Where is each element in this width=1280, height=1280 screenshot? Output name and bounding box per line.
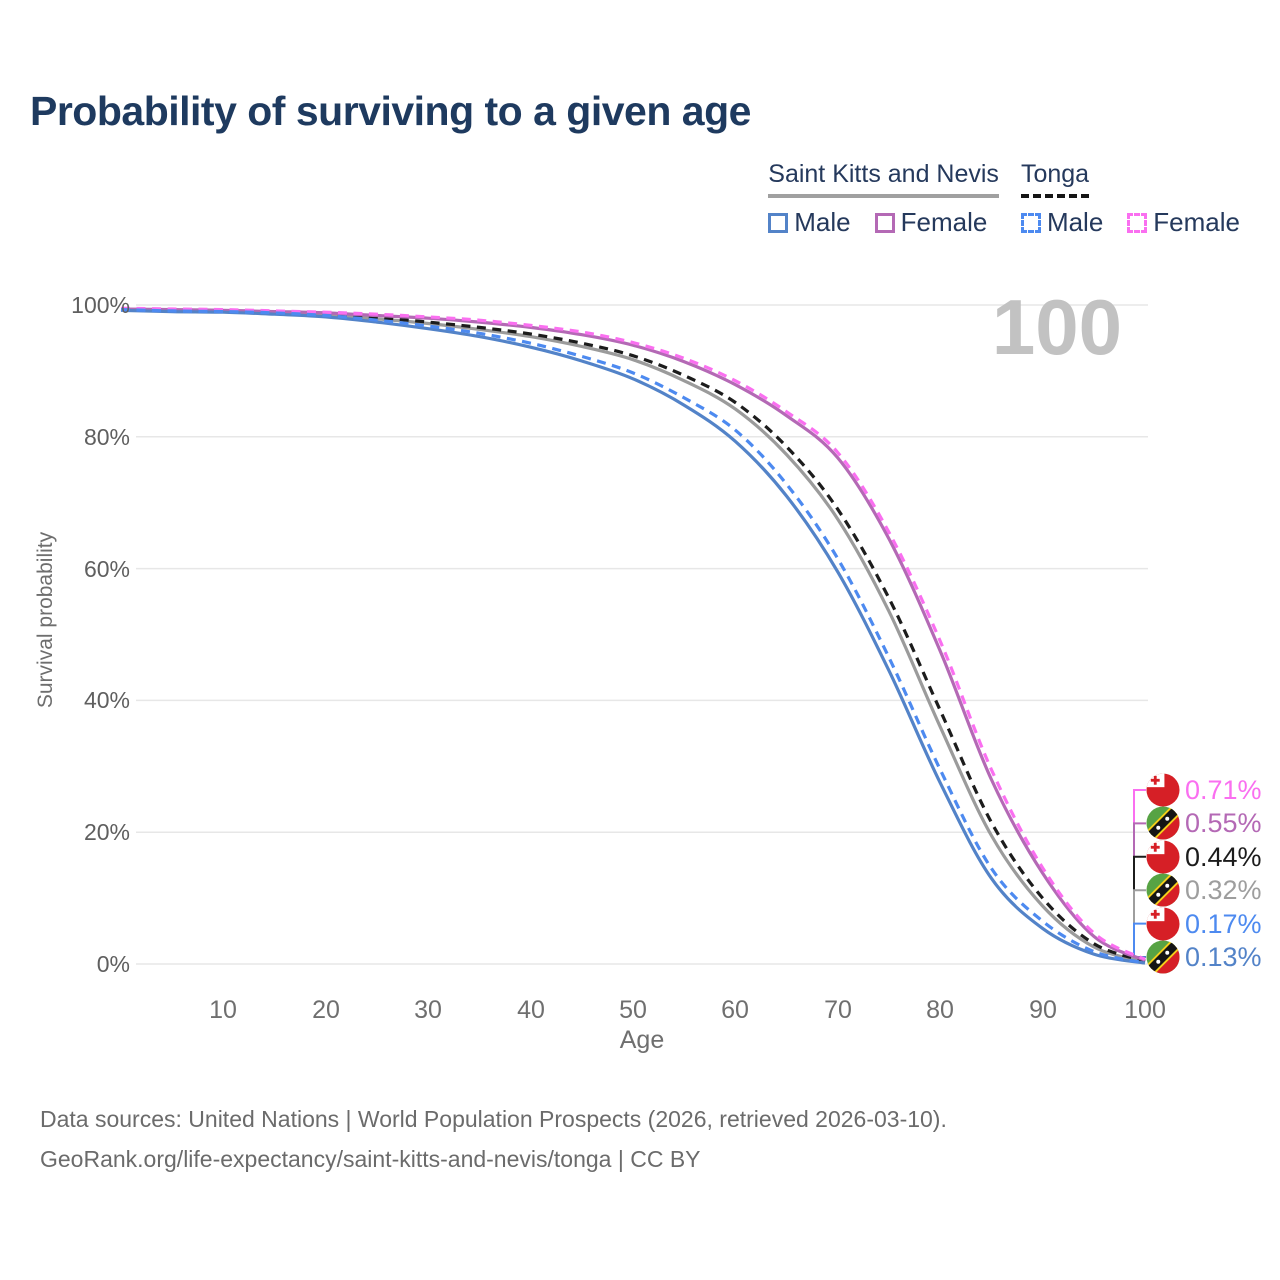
y-tick-label: 60% (83, 556, 130, 582)
end-label-skn-032: 0.32% (1146, 872, 1262, 908)
x-tick-label: 30 (414, 996, 442, 1024)
x-tick-label: 50 (619, 996, 647, 1024)
footer-data-sources: Data sources: United Nations | World Pop… (40, 1106, 947, 1132)
saint-kitts-and-nevis-flag-icon (1146, 806, 1180, 840)
y-tick-label: 100% (71, 292, 130, 318)
x-tick-label: 20 (312, 996, 340, 1024)
curve-skn-male (120, 308, 1146, 965)
x-tick-label: 40 (517, 996, 545, 1024)
legend-item-skn-female[interactable]: Female (874, 207, 988, 238)
end-label-value: 0.17% (1185, 908, 1262, 939)
x-axis-title: Age (619, 1026, 665, 1054)
curve-skn-total (120, 308, 1146, 964)
curve-skn-female (120, 307, 1146, 962)
y-tick-label: 40% (83, 687, 130, 713)
end-label-value: 0.13% (1185, 941, 1262, 972)
saint-kitts-and-nevis-flag-icon (1146, 940, 1180, 974)
legend-header-saint-kitts-and-nevis: Saint Kitts and Nevis (768, 160, 999, 198)
tonga-flag-icon (1146, 840, 1180, 874)
legend: Saint Kitts and Nevis Male Female Tonga … (768, 160, 1240, 238)
y-tick-label: 20% (83, 819, 130, 845)
x-tick-label: 100 (1124, 996, 1166, 1024)
legend-group-saint-kitts-and-nevis: Saint Kitts and Nevis Male Female (768, 160, 999, 238)
end-label-value: 0.71% (1185, 774, 1262, 805)
curve-tonga-male (120, 308, 1146, 965)
tonga-female-swatch-icon (1127, 212, 1148, 233)
skn-male-swatch-icon (768, 212, 789, 233)
tonga-flag-icon (1146, 773, 1180, 807)
legend-item-skn-male[interactable]: Male (768, 207, 851, 238)
y-tick-label: 80% (83, 424, 130, 450)
end-label-value: 0.55% (1185, 807, 1262, 838)
legend-item-label: Female (900, 207, 988, 237)
x-tick-label: 70 (824, 996, 852, 1024)
x-tick-label: 10 (209, 996, 237, 1024)
age-marker-watermark: 100 (991, 283, 1122, 371)
legend-item-tonga-female[interactable]: Female (1127, 207, 1240, 238)
curve-tonga-total (120, 307, 1146, 963)
legend-item-label: Male (794, 207, 851, 237)
end-label-skn-055: 0.55% (1146, 805, 1262, 841)
end-label-value: 0.44% (1185, 841, 1262, 872)
end-label-tonga-017: 0.17% (1146, 906, 1262, 942)
x-tick-label: 90 (1029, 996, 1057, 1024)
y-tick-label: 0% (96, 951, 130, 977)
page-title: Probability of surviving to a given age (30, 88, 751, 134)
legend-header-tonga: Tonga (1020, 160, 1090, 198)
skn-female-swatch-icon (874, 212, 895, 233)
legend-item-tonga-male[interactable]: Male (1020, 207, 1104, 238)
tonga-male-swatch-icon (1020, 212, 1041, 233)
legend-item-label: Male (1046, 207, 1104, 237)
end-label-connector (1133, 789, 1146, 956)
footer-attribution: GeoRank.org/life-expectancy/saint-kitts-… (40, 1146, 701, 1172)
tonga-flag-icon (1146, 907, 1180, 941)
end-label-tonga-071: 0.71% (1146, 772, 1262, 808)
end-label-tonga-044: 0.44% (1146, 839, 1262, 875)
x-tick-label: 60 (721, 996, 749, 1024)
end-label-connector (1133, 922, 1146, 956)
end-label-connector (1133, 855, 1146, 956)
end-label-skn-013: 0.13% (1146, 939, 1262, 975)
end-label-value: 0.32% (1185, 874, 1262, 905)
saint-kitts-and-nevis-flag-icon (1146, 873, 1180, 907)
x-tick-label: 80 (926, 996, 954, 1024)
legend-item-label: Female (1153, 207, 1240, 237)
curve-tonga-female (120, 306, 1146, 961)
legend-group-tonga: Tonga Male Female (1020, 160, 1240, 238)
